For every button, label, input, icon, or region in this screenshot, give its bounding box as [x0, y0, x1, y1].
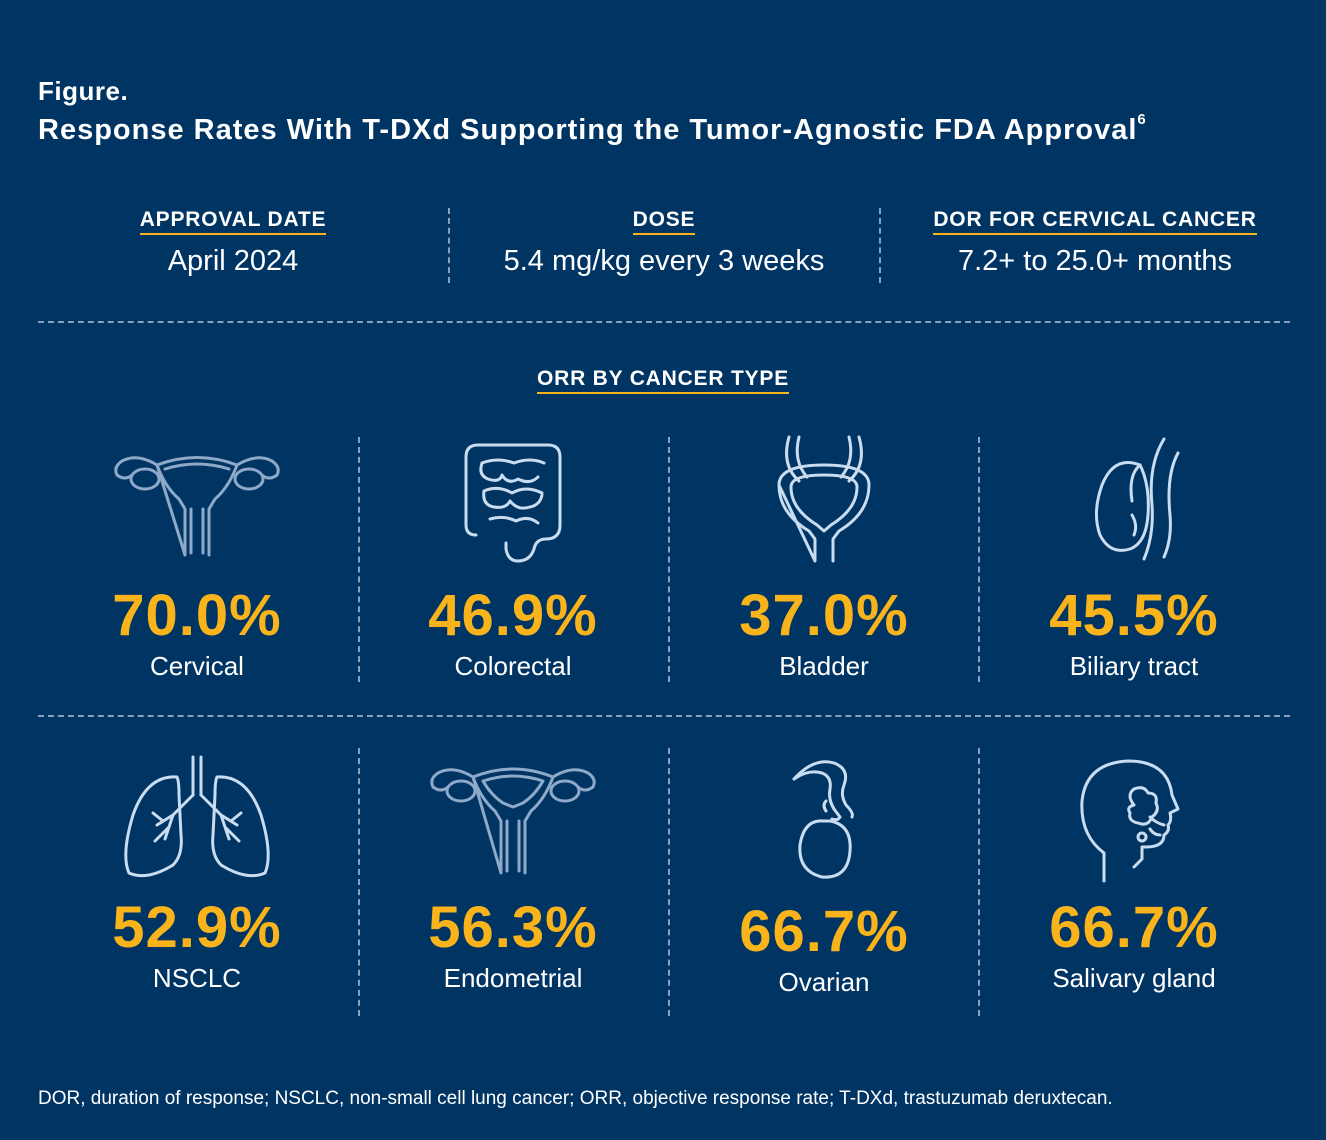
figure-title: Response Rates With T-DXd Supporting the…	[38, 111, 1147, 147]
lungs-icon	[124, 755, 270, 878]
grid-divider	[668, 437, 670, 682]
stat-value: 5.4 mg/kg every 3 weeks	[503, 245, 825, 277]
stat-approval-date: APPROVAL DATE April 2024	[83, 208, 383, 278]
stat-label: DOSE	[632, 208, 696, 235]
grid-divider	[978, 748, 980, 1016]
stat-value: 7.2+ to 25.0+ months	[957, 245, 1233, 277]
footnote: DOR, duration of response; NSCLC, non-sm…	[38, 1088, 1113, 1109]
figure-label: Figure.	[38, 76, 129, 106]
cancer-card-colorectal: 46.9% Colorectal	[388, 435, 638, 682]
orr-value: 52.9%	[112, 895, 282, 960]
cancer-card-endometrial: 56.3% Endometrial	[388, 755, 638, 994]
cancer-name: Ovarian	[778, 967, 870, 997]
cancer-name: Colorectal	[454, 651, 572, 681]
section-divider	[38, 321, 1290, 323]
cancer-name: Salivary gland	[1052, 963, 1216, 993]
stat-label: APPROVAL DATE	[139, 208, 327, 235]
stat-value: April 2024	[167, 245, 299, 277]
grid-divider	[358, 748, 360, 1016]
stat-divider	[448, 208, 450, 283]
orr-value: 66.7%	[739, 899, 909, 964]
stat-divider	[879, 208, 881, 283]
cancer-card-nsclc: 52.9% NSCLC	[72, 755, 322, 994]
cancer-name: Biliary tract	[1069, 651, 1199, 681]
figure-title-text: Response Rates With T-DXd Supporting the…	[38, 114, 1138, 146]
uterus-icon	[430, 767, 596, 875]
stat-dor-cervical: DOR FOR CERVICAL CANCER 7.2+ to 25.0+ mo…	[895, 208, 1295, 278]
orr-value: 37.0%	[739, 583, 909, 648]
head-profile-icon	[1080, 759, 1180, 883]
grid-divider	[668, 748, 670, 1016]
orr-value: 45.5%	[1049, 583, 1219, 648]
ovary-icon	[792, 760, 854, 879]
orr-value: 66.7%	[1049, 895, 1219, 960]
section-heading-text: ORR BY CANCER TYPE	[536, 367, 790, 394]
orr-value: 56.3%	[428, 895, 598, 960]
orr-value: 70.0%	[112, 583, 282, 648]
grid-divider	[978, 437, 980, 682]
cancer-card-salivary: 66.7% Salivary gland	[1009, 755, 1259, 994]
orr-value: 46.9%	[428, 583, 598, 648]
cancer-card-ovarian: 66.7% Ovarian	[699, 755, 949, 998]
cancer-name: Cervical	[150, 651, 244, 681]
cancer-card-bladder: 37.0% Bladder	[699, 435, 949, 682]
bladder-icon	[777, 435, 871, 563]
stat-label: DOR FOR CERVICAL CANCER	[933, 208, 1257, 235]
stat-dose: DOSE 5.4 mg/kg every 3 weeks	[464, 208, 864, 278]
cancer-name: NSCLC	[152, 963, 242, 993]
grid-divider	[358, 437, 360, 682]
cancer-name: Endometrial	[443, 963, 583, 993]
gallbladder-icon	[1095, 437, 1180, 561]
cancer-name: Bladder	[779, 651, 869, 681]
section-heading: ORR BY CANCER TYPE	[0, 367, 1326, 394]
row-divider	[38, 715, 1290, 717]
cancer-card-cervical: 70.0% Cervical	[72, 435, 322, 682]
intestine-icon	[464, 443, 562, 563]
figure-title-reference: 6	[1137, 111, 1147, 129]
uterus-icon	[114, 456, 280, 557]
cancer-card-biliary: 45.5% Biliary tract	[1009, 435, 1259, 682]
